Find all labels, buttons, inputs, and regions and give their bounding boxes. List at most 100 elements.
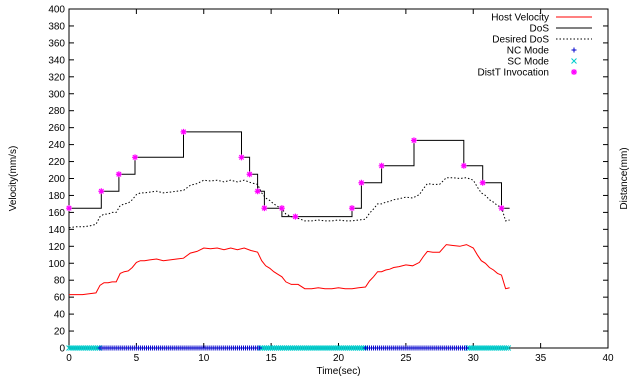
series-desired-dos-line — [68, 177, 510, 229]
series-nc-mode — [97, 345, 470, 351]
distt-invocation-point — [66, 205, 72, 212]
sc-mode-point — [346, 345, 353, 351]
y-tick-label: 380 — [48, 21, 65, 32]
sc-mode-point — [78, 345, 84, 351]
sc-mode-point — [340, 345, 347, 351]
legend: Host Velocity DoS Desired DoS NC Mode SC… — [477, 13, 592, 79]
sc-mode-point — [473, 345, 479, 351]
sc-mode-point — [271, 345, 278, 351]
y-tick-label: 40 — [54, 310, 66, 321]
distt-invocation-point — [132, 154, 139, 161]
sc-mode-point — [263, 345, 270, 351]
sc-mode-point — [76, 345, 82, 351]
y-tick-label: 220 — [48, 157, 65, 168]
sc-mode-point — [495, 345, 502, 351]
x-tick-label: 5 — [134, 353, 140, 364]
distt-invocation-point — [246, 171, 253, 178]
sc-mode-point — [94, 345, 101, 351]
y-tick-label: 360 — [48, 38, 65, 49]
distt-invocation-point — [348, 205, 355, 212]
sc-mode-point — [330, 345, 336, 351]
distt-invocation-point — [378, 162, 385, 169]
sc-mode-point — [92, 345, 99, 351]
distt-invocation-point — [180, 128, 187, 135]
y-tick-label: 200 — [48, 174, 65, 185]
sc-mode-point — [479, 345, 485, 351]
sc-mode-point — [287, 345, 294, 351]
sc-mode-point — [499, 345, 506, 351]
sc-mode-point — [505, 345, 512, 351]
x-tick-label: 35 — [535, 353, 547, 364]
sc-mode-point — [354, 345, 361, 351]
y-tick-label: 400 — [48, 5, 65, 16]
y-tick-label: 80 — [54, 276, 66, 287]
y-tick-label: 280 — [48, 106, 65, 117]
sc-mode-point — [324, 345, 330, 351]
y-tick-label: 320 — [48, 72, 65, 83]
sc-mode-point — [469, 345, 475, 351]
distt-invocation-point — [98, 188, 105, 195]
legend-swatch-marker — [571, 47, 577, 53]
sc-mode-point — [356, 345, 363, 351]
sc-mode-point — [320, 345, 326, 351]
y-axis-title: Velocity(mm/s) — [8, 146, 19, 212]
distt-invocation-point — [254, 188, 261, 195]
sc-mode-point — [259, 345, 266, 351]
y-tick-label: 340 — [48, 55, 65, 66]
distt-invocation-point — [278, 205, 285, 212]
series-host-velocity-line — [69, 244, 510, 296]
y-tick-label: 180 — [48, 191, 65, 202]
sc-mode-point — [485, 345, 491, 351]
sc-mode-point — [301, 345, 308, 351]
legend-entry-desired-dos: Desired DoS — [492, 35, 592, 46]
nc-mode-point — [464, 345, 470, 351]
sc-mode-point — [322, 345, 328, 351]
distt-invocation-point — [460, 162, 467, 169]
sc-mode-point — [265, 345, 272, 351]
legend-swatch-marker — [571, 69, 577, 75]
x-tick-label: 0 — [66, 353, 72, 364]
x-tick-label: 40 — [602, 353, 614, 364]
sc-mode-point — [74, 345, 80, 351]
distt-invocation-point — [261, 205, 268, 212]
sc-mode-point — [289, 345, 296, 351]
legend-label: Host Velocity — [491, 13, 549, 24]
sc-mode-point — [352, 345, 359, 351]
y-tick-label: 120 — [48, 242, 65, 253]
sc-mode-point — [291, 345, 298, 351]
x-tick-label: 15 — [266, 353, 278, 364]
sc-mode-point — [306, 345, 312, 351]
sc-mode-point — [503, 345, 510, 351]
x-tick-label: 10 — [198, 353, 210, 364]
sc-mode-point — [342, 345, 349, 351]
legend-entry-sc-mode: SC Mode — [507, 57, 577, 68]
sc-mode-point — [475, 345, 481, 351]
sc-mode-point — [334, 345, 341, 351]
sc-mode-point — [308, 345, 314, 351]
sc-mode-point — [269, 345, 276, 351]
sc-mode-point — [80, 345, 87, 351]
legend-entry-host-velocity: Host Velocity — [491, 13, 592, 24]
legend-entry-distt-invocation: DistT Invocation — [477, 68, 577, 79]
x-tick-label: 20 — [333, 353, 345, 364]
y-tick-label: 60 — [54, 293, 66, 304]
sc-mode-point — [501, 345, 508, 351]
sc-mode-point — [261, 345, 268, 351]
sc-mode-point — [358, 345, 365, 351]
sc-mode-point — [303, 345, 310, 351]
sc-mode-point — [326, 345, 332, 351]
sc-mode-point — [70, 345, 76, 351]
sc-mode-point — [310, 345, 316, 351]
sc-mode-point — [273, 345, 280, 351]
legend-entry-dos: DoS — [530, 24, 592, 35]
sc-mode-point — [295, 345, 302, 351]
sc-mode-point — [487, 345, 493, 351]
y-tick-label: 100 — [48, 259, 65, 270]
x-axis-title: Time(sec) — [316, 366, 360, 377]
sc-mode-point — [297, 345, 304, 351]
sc-mode-point — [338, 345, 345, 351]
x-tick-label: 30 — [468, 353, 480, 364]
y-tick-label: 140 — [48, 225, 65, 236]
series-dos-line — [69, 131, 510, 218]
